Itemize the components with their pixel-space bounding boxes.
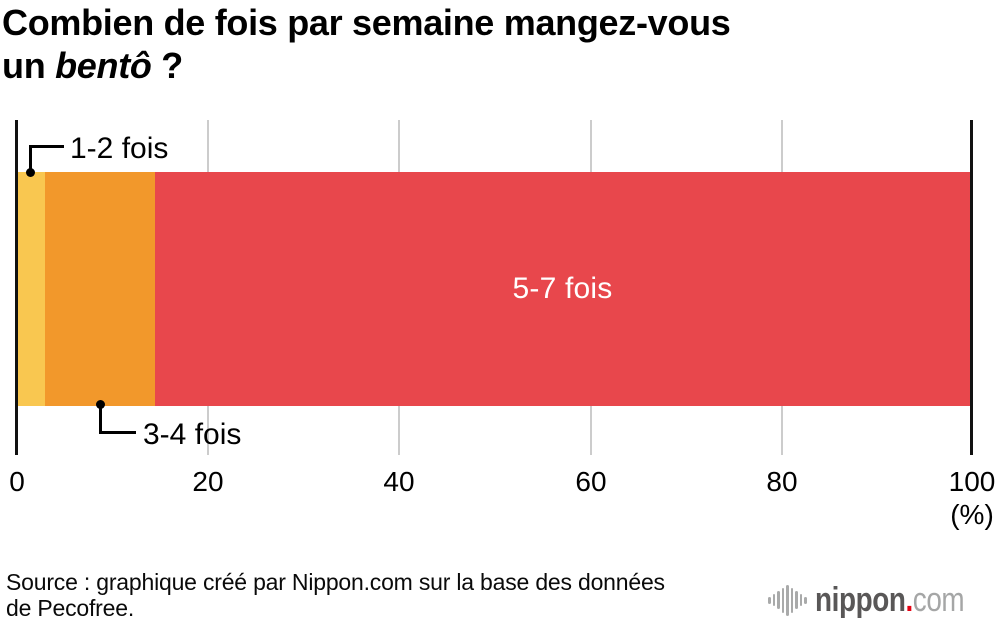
bar-segment-3-4-fois xyxy=(44,172,156,406)
bar-segment-5-7-fois: 5-7 fois xyxy=(155,172,970,406)
x-tick-0: 0 xyxy=(9,466,25,497)
axis-line-0 xyxy=(15,120,18,455)
chart-title-line1: Combien de fois par semaine mangez-vous xyxy=(2,2,731,43)
axis-line-100 xyxy=(970,120,973,455)
x-tick-40: 40 xyxy=(383,466,415,497)
segment-label-5-7-fois: 5-7 fois xyxy=(512,272,613,305)
chart-title-italic-word: bentô xyxy=(55,45,152,86)
nippon-com-logo: nippon . com xyxy=(768,580,996,620)
callout-dot-3-4-fois xyxy=(96,400,105,409)
callout-line-3-4-fois-vertical xyxy=(99,405,102,434)
x-tick-80: 80 xyxy=(766,466,798,497)
bar-segment-1-2-fois xyxy=(18,172,45,406)
callout-line-1-2-fois-horizontal xyxy=(29,145,64,148)
x-tick-20: 20 xyxy=(192,466,224,497)
callout-label-3-4-fois: 3-4 fois xyxy=(143,418,242,451)
logo-text-nippon: nippon xyxy=(814,580,906,619)
chart-title-line2: un bentô ? xyxy=(2,45,183,86)
nippon-soundwave-icon xyxy=(768,583,807,617)
callout-line-1-2-fois-vertical xyxy=(29,145,32,173)
x-tick-60: 60 xyxy=(575,466,607,497)
logo-red-dot: . xyxy=(904,580,913,619)
source-note: Source : graphique créé par Nippon.com s… xyxy=(6,569,665,621)
x-tick-100: 100 xyxy=(948,466,996,497)
x-axis-unit-label: (%) xyxy=(950,499,994,530)
callout-line-3-4-fois-horizontal xyxy=(99,431,136,434)
stacked-bar: 5-7 fois xyxy=(18,172,970,406)
source-note-line1: Source : graphique créé par Nippon.com s… xyxy=(6,569,665,595)
logo-text-com: com xyxy=(912,580,964,619)
nippon-com-wordmark: nippon . com xyxy=(814,580,965,620)
chart-title: Combien de fois par semaine mangez-vous … xyxy=(2,1,731,87)
callout-label-1-2-fois: 1-2 fois xyxy=(70,132,169,165)
source-note-line2: de Pecofree. xyxy=(6,595,135,621)
